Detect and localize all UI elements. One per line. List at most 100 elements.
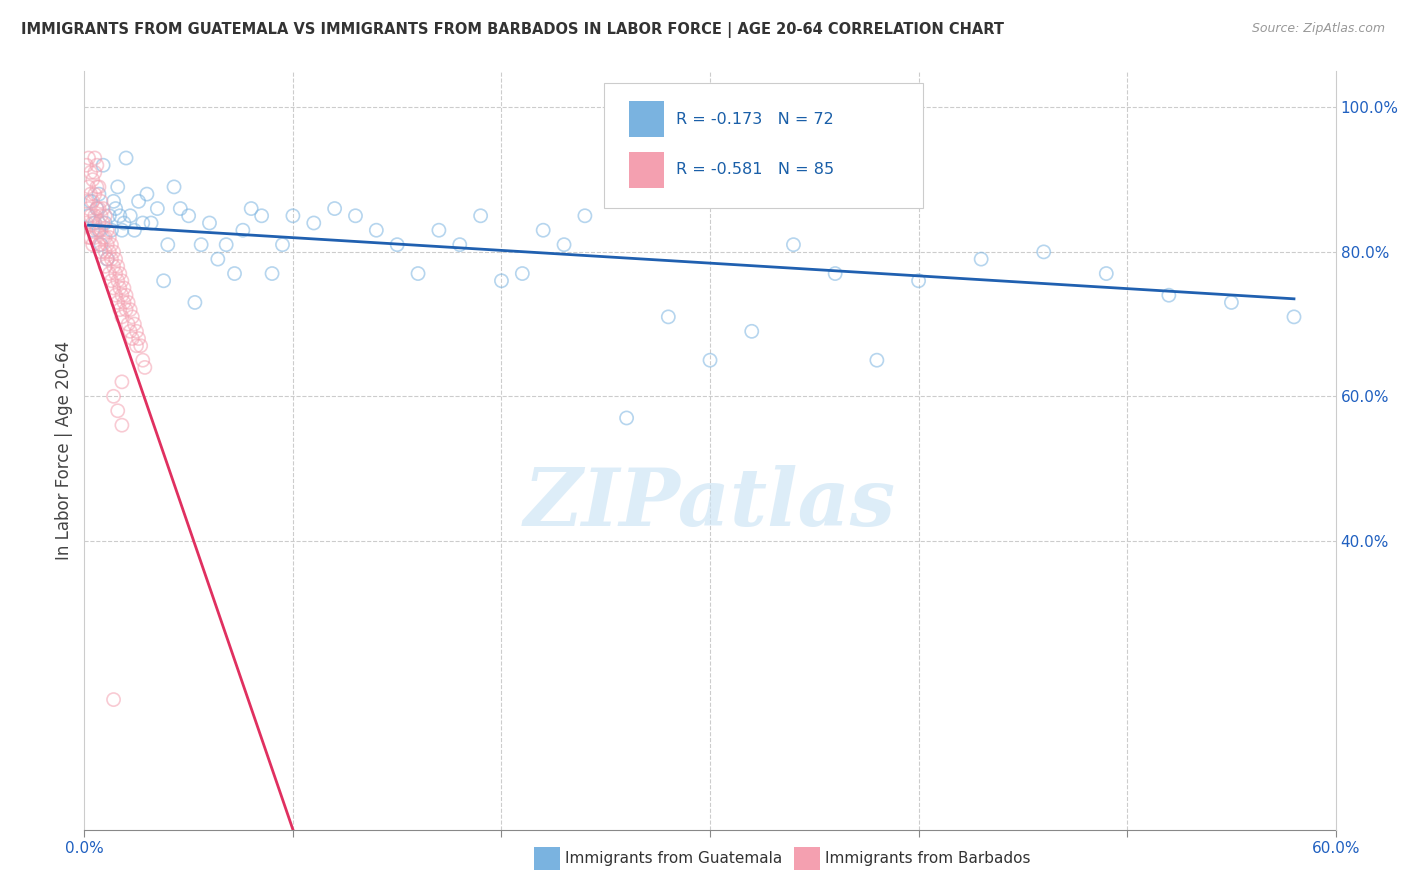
Point	[177, 209, 200, 223]
Point	[427, 223, 450, 237]
Point	[86, 202, 108, 216]
Point	[77, 202, 100, 216]
Point	[82, 237, 104, 252]
Point	[83, 187, 105, 202]
Point	[112, 216, 135, 230]
Point	[156, 237, 179, 252]
Point	[94, 230, 117, 244]
Point	[470, 209, 492, 223]
Point	[100, 274, 122, 288]
Point	[1282, 310, 1305, 324]
Point	[163, 180, 186, 194]
Point	[103, 281, 125, 295]
Point	[94, 209, 117, 223]
Point	[344, 209, 367, 223]
Point	[125, 324, 148, 338]
Point	[100, 223, 122, 237]
Text: Source: ZipAtlas.com: Source: ZipAtlas.com	[1251, 22, 1385, 36]
Point	[232, 223, 254, 237]
Point	[1095, 267, 1118, 281]
Point	[699, 353, 721, 368]
Point	[146, 202, 169, 216]
Text: R = -0.173   N = 72: R = -0.173 N = 72	[676, 112, 834, 127]
Point	[657, 310, 679, 324]
Point	[115, 151, 138, 165]
Point	[117, 295, 139, 310]
Point	[87, 202, 110, 216]
Point	[1032, 244, 1054, 259]
Point	[866, 353, 889, 368]
Point	[98, 244, 121, 259]
Point	[75, 158, 97, 172]
Point	[132, 353, 155, 368]
Point	[128, 194, 150, 209]
Point	[104, 202, 127, 216]
Point	[132, 216, 155, 230]
Point	[112, 281, 135, 295]
Point	[125, 339, 148, 353]
Point	[90, 209, 112, 223]
Point	[120, 209, 142, 223]
Point	[83, 230, 105, 244]
Point	[86, 202, 108, 216]
Point	[82, 172, 104, 186]
Point	[87, 187, 110, 202]
Point	[124, 223, 146, 237]
Point	[104, 267, 127, 281]
Point	[83, 165, 105, 179]
Point	[111, 288, 134, 302]
Point	[90, 244, 112, 259]
Point	[907, 274, 929, 288]
Point	[111, 375, 134, 389]
Point	[121, 310, 143, 324]
Point	[103, 389, 125, 403]
Point	[104, 252, 127, 266]
Point	[198, 216, 221, 230]
Point	[111, 223, 134, 237]
Y-axis label: In Labor Force | Age 20-64: In Labor Force | Age 20-64	[55, 341, 73, 560]
Point	[82, 216, 104, 230]
Point	[121, 332, 143, 346]
Point	[124, 317, 146, 331]
Point	[111, 418, 134, 433]
Point	[94, 260, 117, 274]
Point	[79, 230, 101, 244]
Point	[103, 260, 125, 274]
Point	[366, 223, 388, 237]
Point	[115, 302, 138, 317]
Point	[77, 230, 100, 244]
Point	[271, 237, 294, 252]
Point	[281, 209, 304, 223]
Text: Immigrants from Barbados: Immigrants from Barbados	[825, 852, 1031, 866]
Point	[117, 317, 139, 331]
Point	[79, 209, 101, 223]
Point	[77, 151, 100, 165]
Point	[970, 252, 993, 266]
Point	[94, 244, 117, 259]
Text: ZIPatlas: ZIPatlas	[524, 465, 896, 542]
Point	[108, 267, 131, 281]
Point	[107, 260, 129, 274]
Point	[262, 267, 284, 281]
Point	[107, 295, 129, 310]
Point	[190, 237, 212, 252]
Text: IMMIGRANTS FROM GUATEMALA VS IMMIGRANTS FROM BARBADOS IN LABOR FORCE | AGE 20-64: IMMIGRANTS FROM GUATEMALA VS IMMIGRANTS …	[21, 22, 1004, 38]
Point	[87, 216, 110, 230]
Point	[574, 209, 596, 223]
Point	[86, 158, 108, 172]
Point	[90, 194, 112, 209]
Point	[91, 216, 114, 230]
Point	[96, 252, 118, 266]
Point	[83, 216, 105, 230]
Point	[98, 230, 121, 244]
Point	[111, 310, 134, 324]
Text: R = -0.581   N = 85: R = -0.581 N = 85	[676, 162, 834, 178]
Point	[115, 288, 138, 302]
Point	[82, 194, 104, 209]
Point	[112, 295, 135, 310]
Point	[91, 158, 114, 172]
Point	[96, 237, 118, 252]
Point	[108, 209, 131, 223]
Point	[120, 302, 142, 317]
Point	[553, 237, 575, 252]
